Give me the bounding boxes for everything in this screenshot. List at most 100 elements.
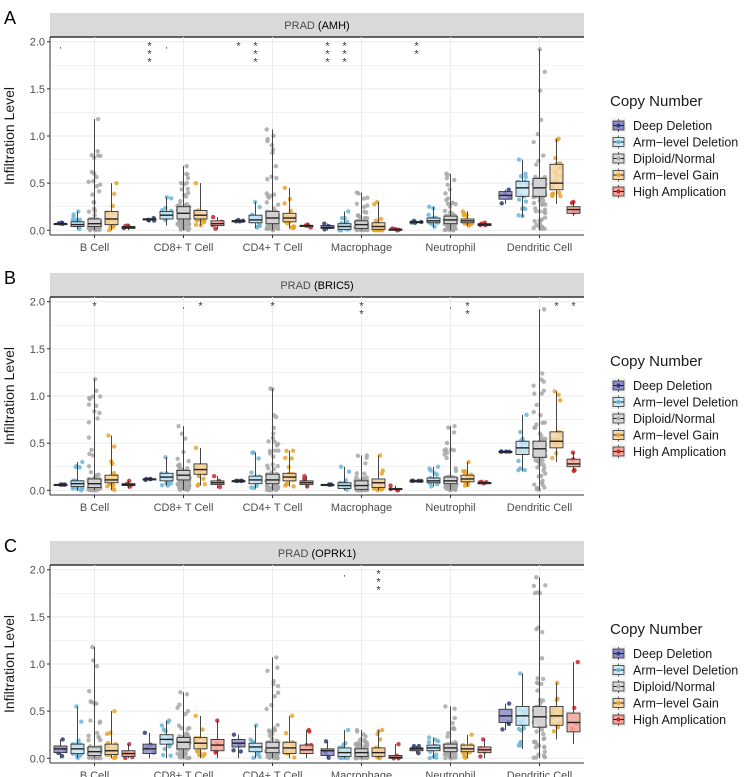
data-point xyxy=(540,676,546,682)
data-point xyxy=(187,755,192,761)
data-point xyxy=(79,719,84,724)
box-group xyxy=(337,209,352,233)
data-point xyxy=(569,200,575,205)
data-point xyxy=(290,713,295,719)
data-point xyxy=(361,196,367,201)
box xyxy=(87,218,102,227)
legend-key-point xyxy=(616,668,621,672)
data-point xyxy=(541,731,546,737)
y-tick-label: 2.0 xyxy=(30,565,45,577)
significance-star: * xyxy=(253,41,258,53)
data-point xyxy=(535,688,540,693)
data-point xyxy=(175,751,180,756)
box-group xyxy=(231,478,246,484)
box-group xyxy=(442,171,459,233)
data-point xyxy=(355,729,360,734)
data-point xyxy=(95,116,101,122)
data-point xyxy=(533,208,539,214)
data-point xyxy=(96,189,102,194)
significance-star: * xyxy=(414,49,419,61)
y-tick-label: 0.5 xyxy=(30,178,45,190)
significance-marker: * * * xyxy=(342,41,347,69)
box-group xyxy=(53,220,68,226)
strip-background xyxy=(50,273,584,297)
data-point xyxy=(265,193,271,198)
data-point xyxy=(523,199,529,204)
box-group xyxy=(86,116,103,233)
data-point xyxy=(178,227,183,232)
data-point xyxy=(275,755,280,761)
legend-label: High Amplication xyxy=(633,713,726,727)
data-point xyxy=(272,727,278,733)
data-point xyxy=(272,439,277,444)
data-point xyxy=(185,186,190,191)
data-point xyxy=(478,754,483,759)
data-point xyxy=(185,190,191,196)
data-point xyxy=(249,470,254,475)
data-point xyxy=(266,439,271,444)
box-group xyxy=(70,704,85,761)
data-point xyxy=(289,456,294,461)
significance-star: * xyxy=(554,301,559,313)
panel-label: C xyxy=(4,536,17,556)
box-group xyxy=(121,223,136,231)
legend-key-point xyxy=(616,701,621,705)
data-point xyxy=(269,225,274,230)
data-point xyxy=(90,394,96,399)
data-point xyxy=(256,456,261,461)
panel-B: B PRAD (BRIC5) 0.0 0.5 1.0 1.5 2.0 Infiltration… xyxy=(1,268,584,514)
data-point xyxy=(379,471,385,476)
data-point xyxy=(179,187,184,192)
legend-label: High Amplication xyxy=(633,185,726,199)
data-point xyxy=(434,472,440,477)
data-point xyxy=(540,458,545,463)
box-group xyxy=(320,739,335,761)
box-group xyxy=(515,671,530,749)
box-group xyxy=(53,482,68,487)
data-point xyxy=(372,202,377,207)
data-point xyxy=(531,583,537,589)
x-tick-label: Macrophage xyxy=(331,242,392,254)
data-point xyxy=(161,727,166,732)
legend-item: High Amplication xyxy=(611,184,726,199)
data-point xyxy=(178,198,183,204)
significance-marker: * xyxy=(198,301,203,313)
legend-title: Copy Number xyxy=(610,353,703,370)
data-point xyxy=(274,655,279,660)
box-group xyxy=(70,459,85,493)
data-point xyxy=(539,681,544,687)
data-point xyxy=(264,706,269,712)
data-point xyxy=(89,152,94,158)
box-group xyxy=(282,713,297,760)
data-point xyxy=(178,486,184,492)
data-point xyxy=(444,175,450,181)
data-point xyxy=(275,463,280,469)
data-point xyxy=(193,180,199,186)
box-group xyxy=(371,453,386,493)
legend-key-point xyxy=(616,433,621,437)
box-group xyxy=(477,479,492,486)
data-point xyxy=(97,719,103,724)
data-point xyxy=(275,683,281,689)
data-point xyxy=(272,694,277,699)
data-point xyxy=(378,216,384,222)
panel-label: A xyxy=(4,8,16,28)
legend-key-point xyxy=(616,383,621,388)
significance-star: * xyxy=(198,301,203,313)
data-point xyxy=(76,209,81,214)
box-group xyxy=(477,737,492,759)
box-group xyxy=(210,473,225,490)
data-point xyxy=(231,732,237,737)
box-group xyxy=(210,214,225,231)
data-point xyxy=(446,730,451,736)
data-point xyxy=(86,402,92,407)
data-point xyxy=(184,163,189,169)
data-point xyxy=(451,485,456,490)
strip-background xyxy=(50,13,584,37)
data-point xyxy=(542,749,548,754)
y-tick-label: 0.5 xyxy=(30,706,45,718)
data-point xyxy=(253,723,259,728)
data-point xyxy=(94,184,100,189)
data-point xyxy=(434,755,439,760)
strip-prefix: PRAD xyxy=(284,20,318,32)
